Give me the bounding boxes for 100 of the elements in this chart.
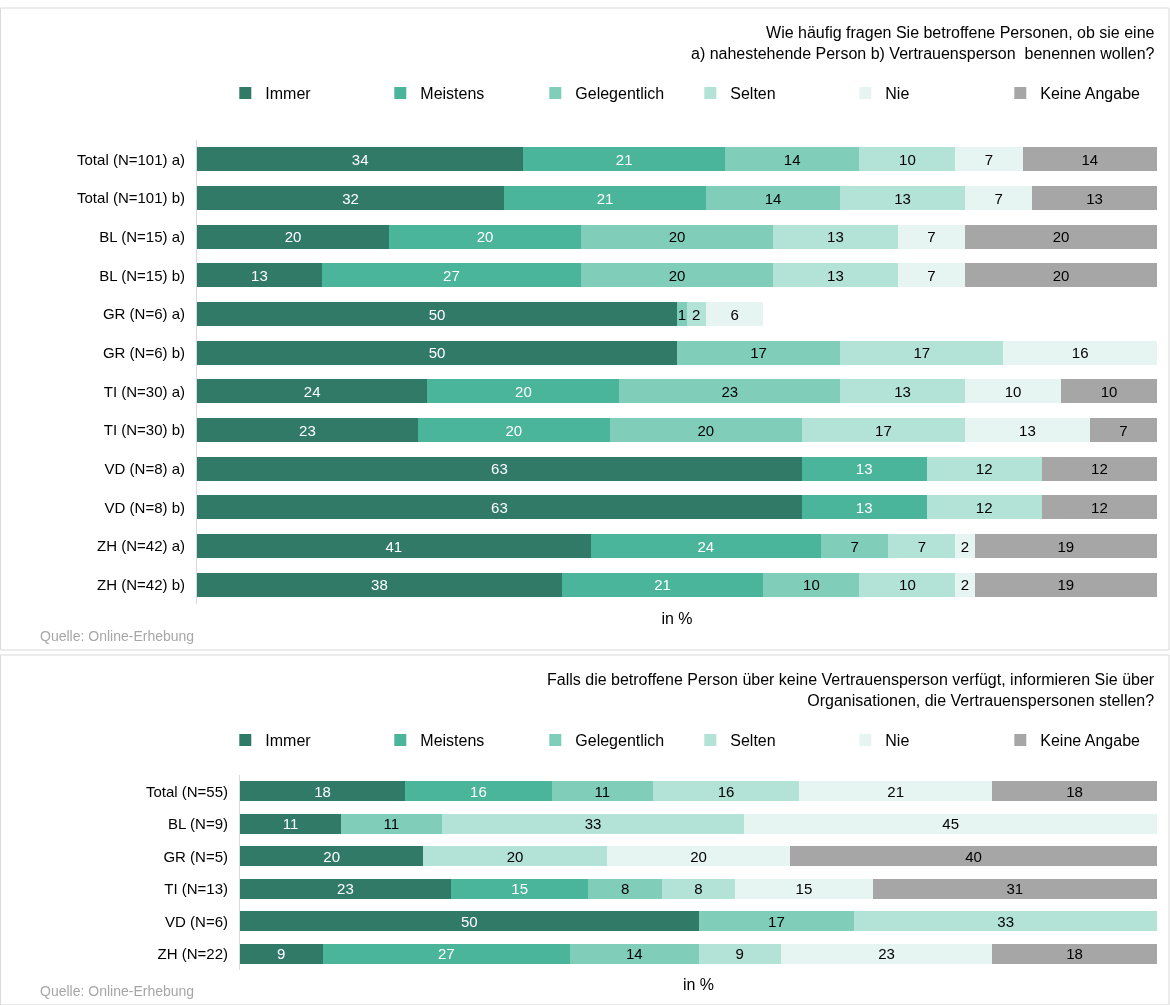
bar (240, 878, 451, 899)
data-label: 20 (668, 266, 686, 284)
data-label: 2 (692, 305, 701, 323)
data-label: 21 (654, 576, 671, 594)
data-label: 27 (443, 266, 460, 284)
y-tick-label: BL (N=15) a) (99, 227, 185, 245)
data-label: 11 (282, 815, 299, 833)
data-label: 1 (677, 305, 686, 323)
bar (705, 302, 764, 326)
bar (321, 263, 581, 288)
bar (926, 456, 1042, 481)
y-tick-label: GR (N=6) b) (102, 343, 185, 361)
data-label: 20 (1052, 266, 1070, 284)
data-label: 8 (694, 880, 703, 898)
bar (240, 813, 341, 834)
data-label: 63 (491, 498, 508, 516)
bar (897, 263, 965, 288)
data-label: 21 (887, 782, 904, 800)
bar (965, 379, 1061, 404)
bar (955, 534, 975, 558)
bar (389, 224, 581, 249)
data-label: 10 (803, 576, 820, 594)
y-tick-label: TI (N=13) (164, 880, 228, 897)
data-label: 13 (855, 460, 873, 478)
bar (340, 813, 442, 834)
bar (1089, 418, 1157, 442)
bar (1061, 379, 1157, 404)
bar (240, 911, 699, 932)
data-label: 40 (965, 847, 982, 865)
data-label: 33 (584, 815, 602, 833)
legend-label: Gelegentlich (575, 732, 665, 750)
bar (609, 418, 802, 442)
data-label: 17 (750, 344, 767, 362)
data-label: 7 (917, 537, 926, 555)
chart-title: Wie häufig fragen Sie betroffene Personen, ob sie eine a) nahestehende Person b) Vertrauensperson benennen wollen? (691, 24, 1155, 62)
bar (240, 943, 323, 964)
bar (197, 572, 562, 597)
data-label: 6 (730, 305, 739, 323)
bar (840, 379, 965, 404)
bar (450, 878, 589, 899)
y-tick-label: VD (N=8) b) (104, 498, 185, 516)
bar (1041, 456, 1157, 481)
data-label: 2 (960, 537, 970, 555)
data-label: 20 (476, 228, 494, 246)
data-label: 13 (894, 189, 911, 207)
data-label: 10 (899, 150, 916, 168)
source-note: Quelle: Online-Erhebung (40, 983, 195, 999)
bar (955, 147, 1023, 172)
bar (991, 781, 1157, 802)
legend-label: Gelegentlich (575, 85, 665, 103)
bar (799, 781, 992, 802)
bar (781, 943, 992, 964)
bar (801, 456, 927, 481)
data-label: 23 (299, 421, 316, 439)
data-label: 7 (994, 189, 1003, 207)
bar (652, 781, 800, 802)
bar (965, 418, 1090, 442)
y-tick-label: BL (N=9) (168, 815, 228, 832)
data-label: 16 (470, 782, 487, 800)
data-label: 7 (850, 537, 859, 555)
data-label: 12 (1091, 498, 1108, 516)
bar (197, 456, 802, 481)
legend-label: Keine Angabe (1040, 85, 1141, 103)
y-tick-label: TI (N=30) a) (103, 382, 185, 400)
data-label: 13 (894, 382, 911, 400)
y-tick-label: BL (N=15) b) (99, 266, 185, 284)
data-label: 20 (668, 228, 686, 246)
data-label: 13 (827, 228, 844, 246)
bar (570, 943, 699, 964)
data-label: 14 (764, 189, 782, 207)
data-label: 11 (594, 782, 610, 800)
data-label: 33 (997, 912, 1015, 930)
data-label: 18 (314, 782, 331, 800)
bar (872, 878, 1157, 899)
data-label: 2 (960, 576, 970, 594)
bar (427, 379, 620, 404)
data-label: 31 (1006, 880, 1024, 898)
legend-label: Keine Angabe (1040, 732, 1141, 750)
bar (698, 943, 782, 964)
legend-label: Immer (265, 85, 312, 103)
data-label: 18 (1066, 945, 1083, 963)
bar (405, 781, 552, 802)
data-label: 13 (1086, 189, 1103, 207)
data-label: 23 (721, 382, 739, 400)
bar (561, 572, 764, 597)
data-label: 8 (620, 880, 630, 898)
bar (197, 147, 524, 172)
bar (1022, 147, 1157, 172)
bar (240, 781, 406, 802)
data-label: 20 (1052, 228, 1070, 246)
bar (197, 340, 677, 365)
data-label: 12 (975, 498, 993, 516)
data-label: 13 (1019, 421, 1036, 439)
data-label: 19 (1057, 576, 1075, 594)
legend-label: Selten (730, 732, 776, 750)
y-tick-label: Total (N=101) b) (77, 189, 185, 207)
data-label: 7 (927, 266, 936, 284)
bar (974, 572, 1157, 597)
bar (888, 534, 956, 558)
y-tick-label: ZH (N=22) (157, 945, 228, 962)
